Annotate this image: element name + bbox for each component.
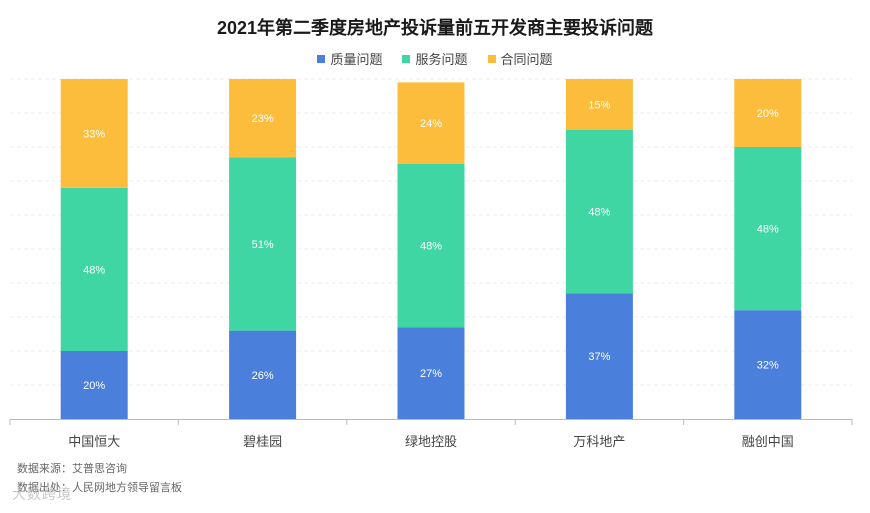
legend-label-contract: 合同问题 (500, 52, 553, 67)
chart-title: 2021年第二季度房地产投诉量前五开发商主要投诉问题 (216, 18, 654, 38)
bar-segment[interactable] (397, 327, 465, 419)
chart-notes: 数据来源：艾普思咨询 数据出处：人民网地方领导留言板 (17, 460, 182, 498)
data-label: 37% (588, 351, 610, 363)
legend-item-quality[interactable]: 质量问题 (317, 49, 382, 68)
bar-segment[interactable] (734, 310, 802, 419)
x-tick-label: 碧桂园 (243, 434, 282, 449)
bar-segment[interactable] (734, 79, 802, 147)
bar-segment[interactable] (397, 164, 465, 328)
legend-label-quality: 质量问题 (330, 52, 383, 67)
data-label: 24% (420, 118, 442, 130)
data-label: 51% (252, 239, 274, 251)
x-tick-label: 绿地控股 (405, 434, 457, 449)
x-tick-label: 融创中国 (742, 434, 794, 449)
bar-segment[interactable] (229, 79, 297, 158)
data-origin-note: 数据出处：人民网地方领导留言板 (17, 482, 182, 494)
bar-segment[interactable] (565, 130, 633, 294)
data-label: 26% (252, 370, 274, 382)
x-tick-label: 中国恒大 (68, 434, 120, 449)
data-label: 48% (83, 264, 105, 276)
legend-swatch-service (402, 54, 411, 63)
bar-segment[interactable] (229, 157, 297, 331)
data-label: 48% (757, 224, 779, 236)
watermark-text: 大数跨境 (12, 486, 72, 502)
bar-segment[interactable] (565, 293, 633, 419)
legend-item-service[interactable]: 服务问题 (402, 49, 468, 68)
data-label: 33% (83, 128, 105, 140)
data-label: 15% (588, 100, 610, 112)
bar-segment[interactable] (229, 330, 297, 419)
bar-segment[interactable] (60, 187, 128, 351)
legend-item-contract[interactable]: 合同问题 (487, 49, 553, 68)
x-tick-label: 万科地产 (573, 434, 625, 449)
legend-swatch-quality (317, 54, 326, 63)
data-label: 48% (420, 241, 442, 253)
legend-swatch-contract (487, 54, 496, 63)
data-label: 48% (588, 207, 610, 219)
legend-label-service: 服务问题 (415, 52, 468, 67)
bar-segment[interactable] (565, 79, 633, 130)
data-label: 32% (757, 360, 779, 372)
data-label: 20% (83, 380, 105, 392)
data-label: 23% (252, 113, 274, 125)
bar-segment[interactable] (734, 147, 802, 311)
data-label: 20% (757, 108, 779, 120)
bar-segment[interactable] (60, 79, 128, 188)
chart-legend: 质量问题 服务问题 合同问题 (0, 49, 870, 68)
data-label: 27% (420, 368, 442, 380)
bar-segment[interactable] (397, 82, 465, 164)
data-source-note: 数据来源：艾普思咨询 (17, 463, 127, 475)
bar-segment[interactable] (60, 351, 128, 419)
